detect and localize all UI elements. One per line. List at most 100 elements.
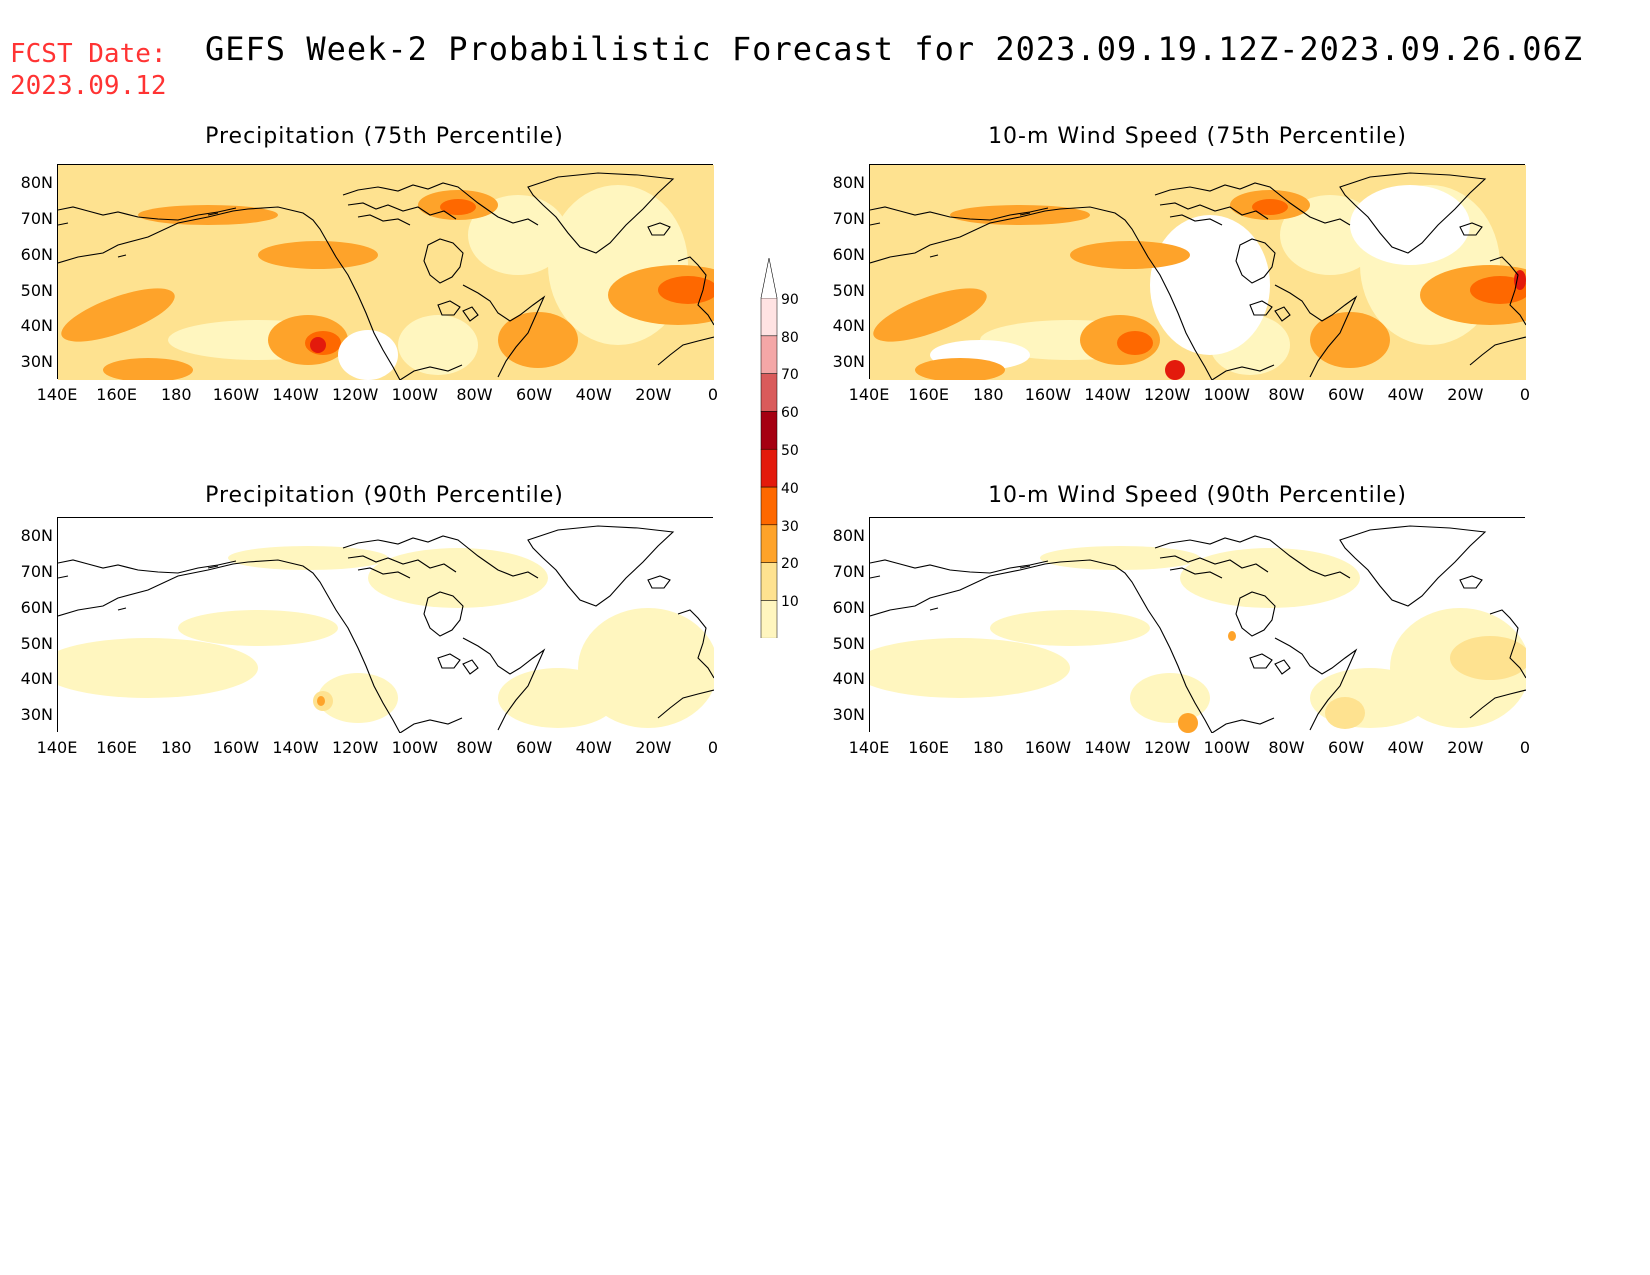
lon-tick-label: 160W [1024, 385, 1072, 404]
lon-tick-label: 120W [331, 385, 379, 404]
colorbar-level-label: 20 [781, 556, 799, 573]
coastline [1154, 182, 1351, 226]
colorbar-level-label: 80 [781, 329, 799, 346]
coastline [677, 256, 714, 326]
probability-contour [228, 546, 388, 570]
lon-tick-label: 0 [1519, 385, 1531, 404]
lon-tick-label: 140W [1084, 738, 1131, 757]
panel-title-precip90: Precipitation (90th Percentile) [205, 483, 564, 508]
lon-tick-label: 160E [908, 738, 949, 757]
lat-tick-label: 60N [832, 245, 865, 264]
coastline [1339, 525, 1487, 607]
probability-contour [1450, 636, 1526, 680]
colorbar-level-label: 50 [781, 443, 799, 459]
colorbar-swatch [760, 297, 778, 337]
lat-tick-label: 40N [20, 669, 53, 688]
lat-tick-label: 80N [832, 526, 865, 545]
probability-contour [915, 358, 1005, 380]
probability-contour [1070, 241, 1190, 269]
lon-tick-label: 160E [96, 385, 137, 404]
lon-tick-label: 80W [456, 385, 493, 404]
lat-tick-label: 50N [832, 634, 865, 653]
coastline [657, 336, 714, 366]
coastline [1274, 637, 1358, 731]
lat-tick-label: 30N [20, 352, 53, 371]
colorbar: 10 20 30 40 50 60 70 80 90 [760, 257, 820, 677]
probability-contour [398, 315, 478, 375]
probability-contour [468, 195, 568, 275]
map-wind75 [869, 164, 1526, 380]
probability-contour [1040, 546, 1200, 570]
lat-tick-label: 60N [832, 598, 865, 617]
coastline [870, 559, 1213, 733]
colorbar-level-label: 30 [781, 518, 799, 535]
lon-tick-label: 100W [1203, 738, 1250, 757]
coastline [870, 559, 1049, 574]
coastline [1235, 591, 1276, 637]
lat-tick-label: 70N [20, 209, 53, 228]
probability-contour [368, 548, 548, 608]
probability-contour [61, 288, 175, 342]
colorbar-level-label: 40 [781, 480, 799, 497]
lon-tick-label: 180 [972, 385, 1004, 404]
coastline [58, 559, 401, 733]
colorbar-swatch [760, 448, 778, 488]
forecast-date: FCST Date: 2023.09.12 [10, 38, 167, 102]
lat-tick-label: 60N [20, 598, 53, 617]
lon-tick-label: 0 [707, 385, 719, 404]
lon-tick-label: 100W [1203, 385, 1250, 404]
coastline [1469, 336, 1526, 366]
lon-tick-label: 60W [515, 385, 553, 404]
colorbar-level-label: 60 [781, 405, 799, 422]
lon-tick-label: 120W [331, 738, 379, 757]
coastline [462, 284, 546, 378]
lat-tick-label: 70N [832, 209, 865, 228]
lon-tick-label: 20W [1447, 738, 1484, 757]
lon-tick-label: 40W [575, 385, 612, 404]
lat-tick-label: 40N [20, 316, 53, 335]
probability-contour [1178, 713, 1198, 733]
lon-tick-label: 100W [391, 385, 438, 404]
page-title: GEFS Week-2 Probabilistic Forecast for 2… [205, 30, 1584, 68]
probability-contour [1130, 673, 1210, 723]
coastline [1459, 222, 1483, 236]
lon-tick-label: 80W [1268, 385, 1305, 404]
lon-tick-label: 0 [1519, 738, 1531, 757]
coastline [1159, 202, 1269, 220]
probability-contour [1252, 199, 1288, 215]
lon-tick-label: 60W [1327, 385, 1365, 404]
panel-title-wind90: 10-m Wind Speed (90th Percentile) [988, 483, 1407, 508]
probability-contour [1310, 312, 1390, 368]
probability-contour [178, 610, 338, 646]
coastline [657, 689, 714, 719]
probability-contour [498, 312, 578, 368]
probability-contour [58, 638, 258, 698]
lat-tick-label: 30N [20, 705, 53, 724]
lon-tick-label: 60W [515, 738, 553, 757]
coastline [399, 717, 463, 733]
map-precip75 [57, 164, 714, 380]
map-canvas [58, 518, 714, 733]
coastline [347, 555, 457, 573]
lon-tick-label: 180 [160, 385, 192, 404]
forecast-date-value: 2023.09.12 [10, 71, 167, 101]
probability-contour [1325, 697, 1365, 729]
map-canvas [870, 165, 1526, 380]
lon-tick-label: 160W [1024, 738, 1072, 757]
coastline [647, 222, 671, 236]
colorbar-level-label: 10 [781, 594, 799, 611]
probability-contour [1117, 331, 1153, 355]
probability-contour [318, 673, 398, 723]
lat-tick-label: 30N [832, 352, 865, 371]
coastline [1489, 256, 1526, 326]
lon-tick-label: 140E [848, 385, 890, 404]
coastline [677, 609, 714, 679]
lon-tick-label: 180 [160, 738, 192, 757]
probability-contour [1150, 215, 1270, 355]
lon-tick-label: 160W [212, 738, 260, 757]
map-canvas [58, 165, 714, 380]
coastline [342, 535, 539, 579]
lat-tick-label: 50N [832, 281, 865, 300]
lon-tick-label: 140W [1084, 385, 1131, 404]
probability-contour [258, 241, 378, 269]
